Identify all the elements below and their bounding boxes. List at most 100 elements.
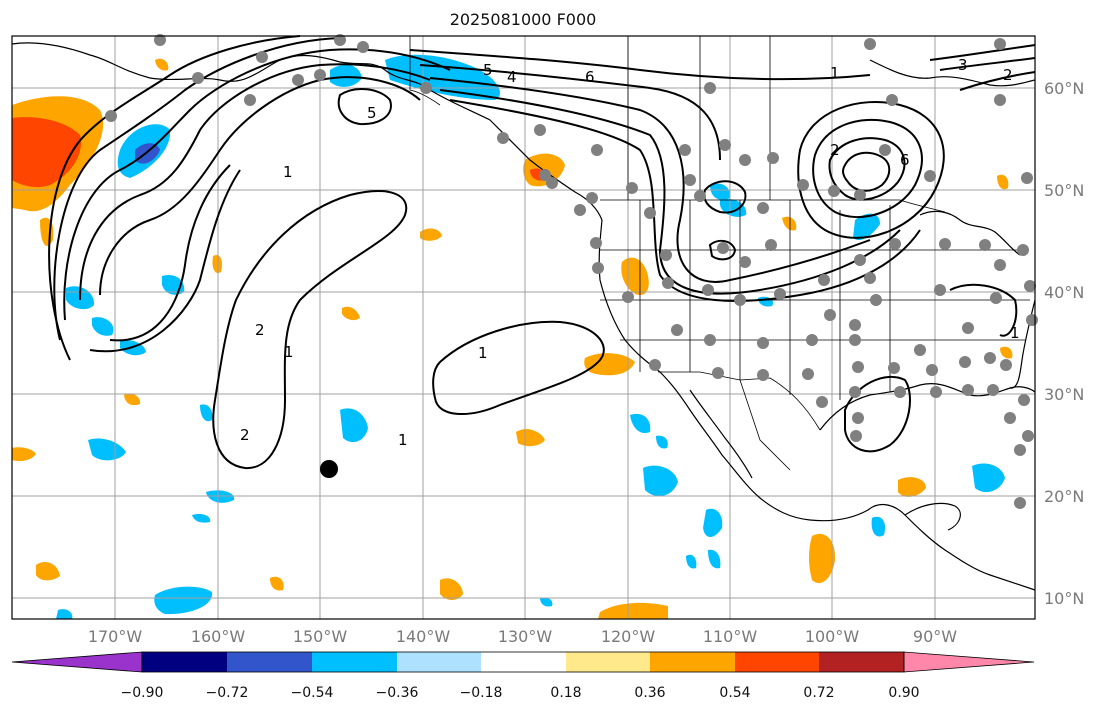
contour-label: 6 <box>585 68 595 86</box>
contour-labels: 1 1 1 1 1 2 2 2 4 5 5 6 6 3 2 1 <box>240 56 1020 449</box>
contour-jet-4 <box>439 89 901 295</box>
anomaly-negative-bc <box>330 64 362 87</box>
lon-label: 90°W <box>913 627 957 646</box>
borders <box>409 36 1030 471</box>
colorbar-tick-label: 0.72 <box>803 685 834 701</box>
contour-mid-pacific-ring <box>432 320 605 415</box>
contour-label: 1 <box>830 64 840 82</box>
colorbar-seg-10 <box>903 651 1035 673</box>
lat-label: 50°N <box>1044 181 1084 200</box>
contour-bc-low <box>337 88 392 126</box>
colorbar-seg-5 <box>481 652 566 672</box>
us-mexico-border <box>658 371 821 431</box>
mexico-inner-coast <box>689 389 753 479</box>
contour-gulf-loop-6 <box>89 169 241 353</box>
lat-label: 30°N <box>1044 385 1084 404</box>
colorbar-seg-4 <box>397 652 481 672</box>
contour-ne-4 <box>949 283 1018 337</box>
contour-label: 2 <box>830 141 840 159</box>
lat-label: 20°N <box>1044 487 1084 506</box>
colorbar-ticks: −0.90 −0.72 −0.54 −0.36 −0.18 0.18 0.36 … <box>121 685 920 701</box>
colorbar-tick-label: −0.36 <box>376 685 419 701</box>
contour-canada-high <box>797 101 945 239</box>
colorbar-tick-label: 0.36 <box>634 685 665 701</box>
longitude-labels: 170°W 160°W 150°W 140°W 130°W 120°W 110°… <box>88 627 957 646</box>
colorbar-tick-label: 0.54 <box>719 685 750 701</box>
colorbar-seg-0 <box>11 651 143 673</box>
contour-gulf-loop-4 <box>53 37 341 341</box>
anomaly-negative-alaska <box>385 54 500 100</box>
contour-gulf-loop-7 <box>109 164 231 342</box>
map-title: 2025081000 F000 <box>449 10 597 29</box>
lon-label: 140°W <box>396 627 451 646</box>
contour-label: 2 <box>255 321 265 339</box>
lon-label: 100°W <box>805 627 860 646</box>
colorbar-tick-label: 0.18 <box>550 685 581 701</box>
alaska-coast <box>11 42 603 221</box>
location-marker <box>320 460 338 478</box>
great-lakes <box>919 210 1021 256</box>
contour-jet-2 <box>419 64 721 161</box>
contour-canada-high-2 <box>812 118 923 219</box>
contour-label: 5 <box>367 104 377 122</box>
contour-mid-canada <box>703 180 747 214</box>
lon-label: 170°W <box>88 627 143 646</box>
lat-label: 60°N <box>1044 79 1084 98</box>
colorbar-frame <box>141 651 905 673</box>
colorbar-seg-6 <box>566 652 650 672</box>
alaska-canada-border <box>409 36 441 106</box>
colorbar <box>11 651 1035 673</box>
lon-label: 120°W <box>601 627 656 646</box>
contour-label: 4 <box>507 68 517 86</box>
canada-us-border <box>600 199 946 213</box>
contour-jet-3 <box>429 77 871 283</box>
colorbar-tick-label: 0.90 <box>888 685 919 701</box>
lon-label: 150°W <box>293 627 348 646</box>
hudson-region <box>869 59 1036 87</box>
lat-label: 40°N <box>1044 283 1084 302</box>
lon-label: 130°W <box>498 627 553 646</box>
contours <box>48 35 1036 470</box>
colorbar-seg-1 <box>142 652 227 672</box>
contour-gulf-loop-1 <box>99 76 421 296</box>
contour-mid-canada-2 <box>708 239 737 261</box>
contour-label: 1 <box>398 431 408 449</box>
colorbar-tick-label: −0.90 <box>121 685 164 701</box>
contour-ne-3 <box>959 71 1036 91</box>
contour-label: 1 <box>478 344 488 362</box>
colorbar-tick-label: −0.18 <box>460 685 503 701</box>
contour-label: 3 <box>958 56 968 74</box>
contour-label: 6 <box>900 151 910 169</box>
contour-east-pacific-ring <box>212 190 408 470</box>
contour-ne-2 <box>939 57 1036 71</box>
map-frame <box>11 35 1036 620</box>
contour-label: 1 <box>284 343 294 361</box>
contour-gulf-loop-2 <box>79 63 431 301</box>
map-background <box>12 36 1035 619</box>
latitude-labels: 60°N 50°N 40°N 30°N 20°N 10°N <box>1044 79 1084 608</box>
contour-label: 2 <box>1003 66 1013 84</box>
colorbar-seg-2 <box>227 652 312 672</box>
lon-label: 160°W <box>191 627 246 646</box>
mexico-state <box>739 379 791 471</box>
anomaly-strong-negative-gulf <box>135 143 160 164</box>
lat-label: 10°N <box>1044 589 1084 608</box>
contour-canada-high-4 <box>842 151 891 192</box>
station-dots <box>105 34 1038 509</box>
contour-jet-1 <box>409 49 871 81</box>
contour-label: 5 <box>483 61 493 79</box>
contour-jet-5 <box>449 99 921 302</box>
contour-label: 1 <box>283 163 293 181</box>
colorbar-tick-label: −0.72 <box>206 685 249 701</box>
yucatan <box>904 502 961 531</box>
colorbar-seg-7 <box>650 652 735 672</box>
contour-gulf-low <box>844 375 911 453</box>
colorbar-seg-9 <box>819 652 904 672</box>
colorbar-seg-3 <box>312 652 397 672</box>
contour-label: 1 <box>1010 324 1020 342</box>
contour-label: 2 <box>240 426 250 444</box>
contour-ne-1 <box>929 44 1036 61</box>
colorbar-seg-8 <box>735 652 819 672</box>
contour-gulf-loop-3 <box>63 48 451 321</box>
